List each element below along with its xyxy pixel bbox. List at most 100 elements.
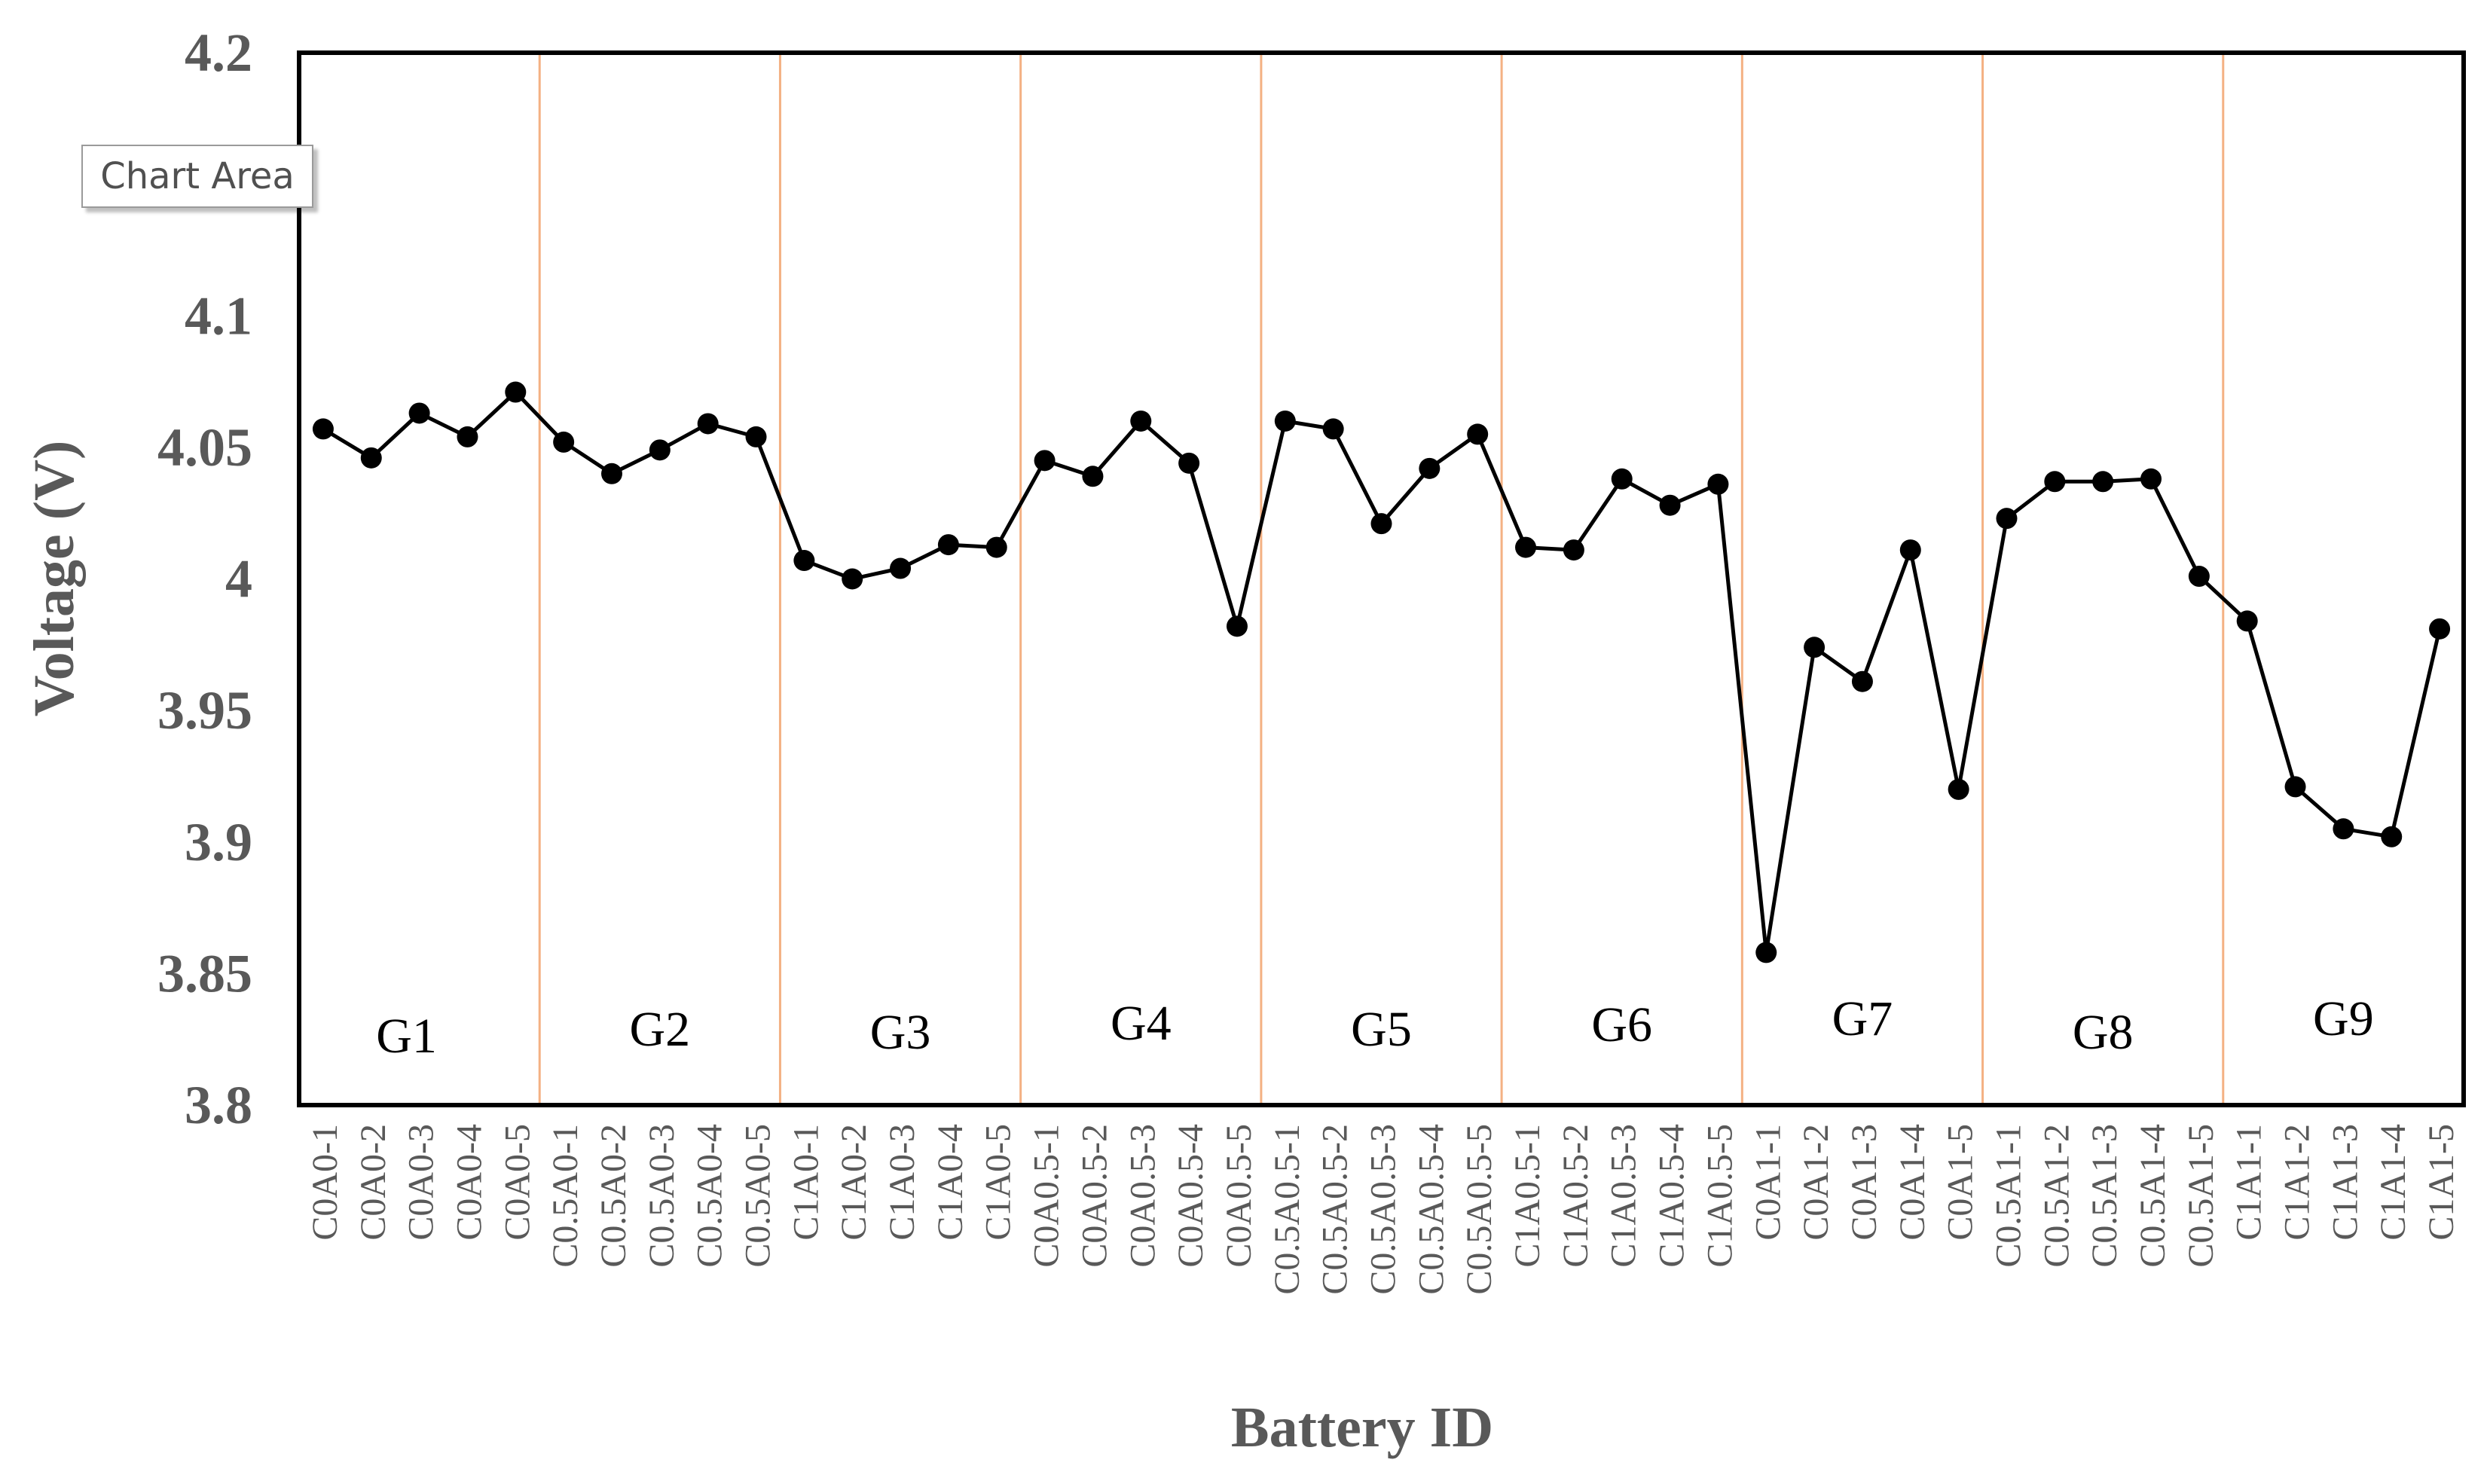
data-point[interactable] xyxy=(312,418,334,440)
group-separators xyxy=(538,53,2225,1105)
chart-area-tooltip: Chart Area xyxy=(81,145,313,208)
data-point[interactable] xyxy=(1611,468,1633,490)
x-tick-label: C0A0-1 xyxy=(305,1124,345,1241)
data-point[interactable] xyxy=(2140,468,2162,490)
x-tick-label: C0.5A0.5-5 xyxy=(1459,1124,1499,1295)
data-point[interactable] xyxy=(553,431,575,453)
y-axis-title: Voltage (V) xyxy=(23,441,86,717)
data-point[interactable] xyxy=(1659,494,1681,516)
data-point[interactable] xyxy=(1804,637,1826,658)
data-point[interactable] xyxy=(1755,942,1777,963)
data-point[interactable] xyxy=(2188,566,2210,588)
x-tick-label: C0.5A0.5-1 xyxy=(1267,1124,1307,1295)
x-tick-label: C1A0-4 xyxy=(930,1124,970,1241)
x-tick-label: C1A1-4 xyxy=(2373,1124,2413,1241)
data-point[interactable] xyxy=(2044,471,2066,493)
data-point[interactable] xyxy=(457,426,478,447)
data-point[interactable] xyxy=(505,381,527,403)
group-labels: G1 G2 G3 G4 G5 G6 G7 G8 G9 xyxy=(376,991,2373,1064)
x-tick-label: C0A0-5 xyxy=(497,1124,537,1241)
data-point[interactable] xyxy=(890,557,912,579)
data-point[interactable] xyxy=(1370,513,1392,535)
x-tick-label: C0.5A0-3 xyxy=(642,1124,682,1268)
x-tick-label: C1A0-3 xyxy=(882,1124,922,1241)
group-label: G8 xyxy=(2073,1005,2134,1060)
x-tick-label: C1A0.5-3 xyxy=(1604,1124,1644,1268)
x-tick-label: C0A1-1 xyxy=(1748,1124,1788,1241)
x-tick-label: C1A1-2 xyxy=(2278,1124,2317,1241)
data-point[interactable] xyxy=(1899,539,1921,561)
x-tick-label: C1A0-5 xyxy=(979,1124,1019,1241)
x-tick-label: C0A0.5-4 xyxy=(1171,1124,1211,1268)
x-tick-label: C0A0.5-1 xyxy=(1027,1124,1067,1268)
x-tick-label: C0.5A0-1 xyxy=(545,1124,585,1268)
x-tick-label: C0A0-4 xyxy=(449,1124,489,1241)
data-point[interactable] xyxy=(1226,615,1248,637)
x-axis: C0A0-1 C0A0-2 C0A0-3 C0A0-4 C0A0-5 C0.5A0-1 C0… xyxy=(305,1124,2461,1295)
x-tick-label: C0.5A0-4 xyxy=(690,1124,730,1268)
data-point[interactable] xyxy=(1707,473,1729,495)
data-point[interactable] xyxy=(408,402,430,424)
data-point[interactable] xyxy=(793,550,815,572)
group-label: G1 xyxy=(376,1009,437,1064)
x-tick-label: C0A0-2 xyxy=(353,1124,393,1241)
group-label: G6 xyxy=(1591,997,1652,1052)
x-tick-label: C1A1-5 xyxy=(2421,1124,2461,1241)
data-point[interactable] xyxy=(842,568,863,590)
data-point[interactable] xyxy=(1467,423,1489,445)
x-tick-label: C0.5A1-2 xyxy=(2036,1124,2076,1268)
data-point[interactable] xyxy=(1996,508,2018,530)
y-axis: 3.8 3.85 3.9 3.95 4 4.05 4.1 4.2 xyxy=(157,23,252,1135)
data-point[interactable] xyxy=(1034,450,1056,472)
group-label: G4 xyxy=(1111,996,1172,1051)
group-label: G7 xyxy=(1832,991,1893,1046)
data-point[interactable] xyxy=(2333,818,2354,840)
x-tick-label: C1A0-1 xyxy=(786,1124,826,1241)
plot-area[interactable] xyxy=(297,50,2466,1107)
x-tick-label: C1A1-1 xyxy=(2229,1124,2269,1241)
x-tick-label: C0.5A0.5-3 xyxy=(1364,1124,1404,1295)
group-label: G3 xyxy=(870,1005,931,1060)
series-voltage xyxy=(312,381,2451,963)
data-point[interactable] xyxy=(745,426,767,447)
data-point[interactable] xyxy=(1274,410,1296,432)
data-point[interactable] xyxy=(649,439,671,461)
x-tick-label: C0A1-4 xyxy=(1893,1124,1932,1241)
x-tick-label: C0.5A1-4 xyxy=(2133,1124,2173,1268)
data-point[interactable] xyxy=(360,447,382,469)
data-point[interactable] xyxy=(1082,466,1104,487)
data-point[interactable] xyxy=(1851,670,1873,692)
data-point[interactable] xyxy=(2092,471,2114,493)
x-tick-label: C0A1-2 xyxy=(1796,1124,1836,1241)
x-tick-label: C0.5A0.5-2 xyxy=(1315,1124,1355,1295)
data-point[interactable] xyxy=(2381,826,2403,847)
data-point[interactable] xyxy=(1563,539,1584,561)
data-point[interactable] xyxy=(937,534,959,556)
data-point[interactable] xyxy=(697,413,719,435)
data-point[interactable] xyxy=(2236,610,2258,632)
data-point[interactable] xyxy=(1322,418,1344,440)
group-label: G9 xyxy=(2313,991,2374,1046)
y-tick-label: 3.9 xyxy=(185,812,252,872)
group-label: G2 xyxy=(629,1002,690,1057)
data-point[interactable] xyxy=(1130,410,1152,432)
x-tick-label: C0A0.5-3 xyxy=(1123,1124,1163,1268)
x-tick-label: C0A0.5-2 xyxy=(1074,1124,1114,1268)
data-point[interactable] xyxy=(2284,776,2306,798)
data-point[interactable] xyxy=(1515,536,1537,558)
data-point[interactable] xyxy=(1948,778,1969,800)
x-tick-label: C0.5A1-3 xyxy=(2085,1124,2125,1268)
x-tick-label: C1A0.5-1 xyxy=(1508,1124,1548,1268)
y-tick-label: 3.85 xyxy=(157,943,252,1003)
data-point[interactable] xyxy=(1178,452,1200,474)
data-point[interactable] xyxy=(600,463,622,484)
x-tick-label: C0.5A0.5-4 xyxy=(1411,1124,1451,1295)
data-point[interactable] xyxy=(985,536,1007,558)
x-axis-title: Battery ID xyxy=(1231,1396,1493,1459)
x-tick-label: C0A1-3 xyxy=(1844,1124,1884,1241)
data-point[interactable] xyxy=(1419,457,1441,479)
data-point[interactable] xyxy=(2429,618,2451,640)
group-label: G5 xyxy=(1351,1002,1412,1057)
x-tick-label: C0.5A0-5 xyxy=(738,1124,778,1268)
